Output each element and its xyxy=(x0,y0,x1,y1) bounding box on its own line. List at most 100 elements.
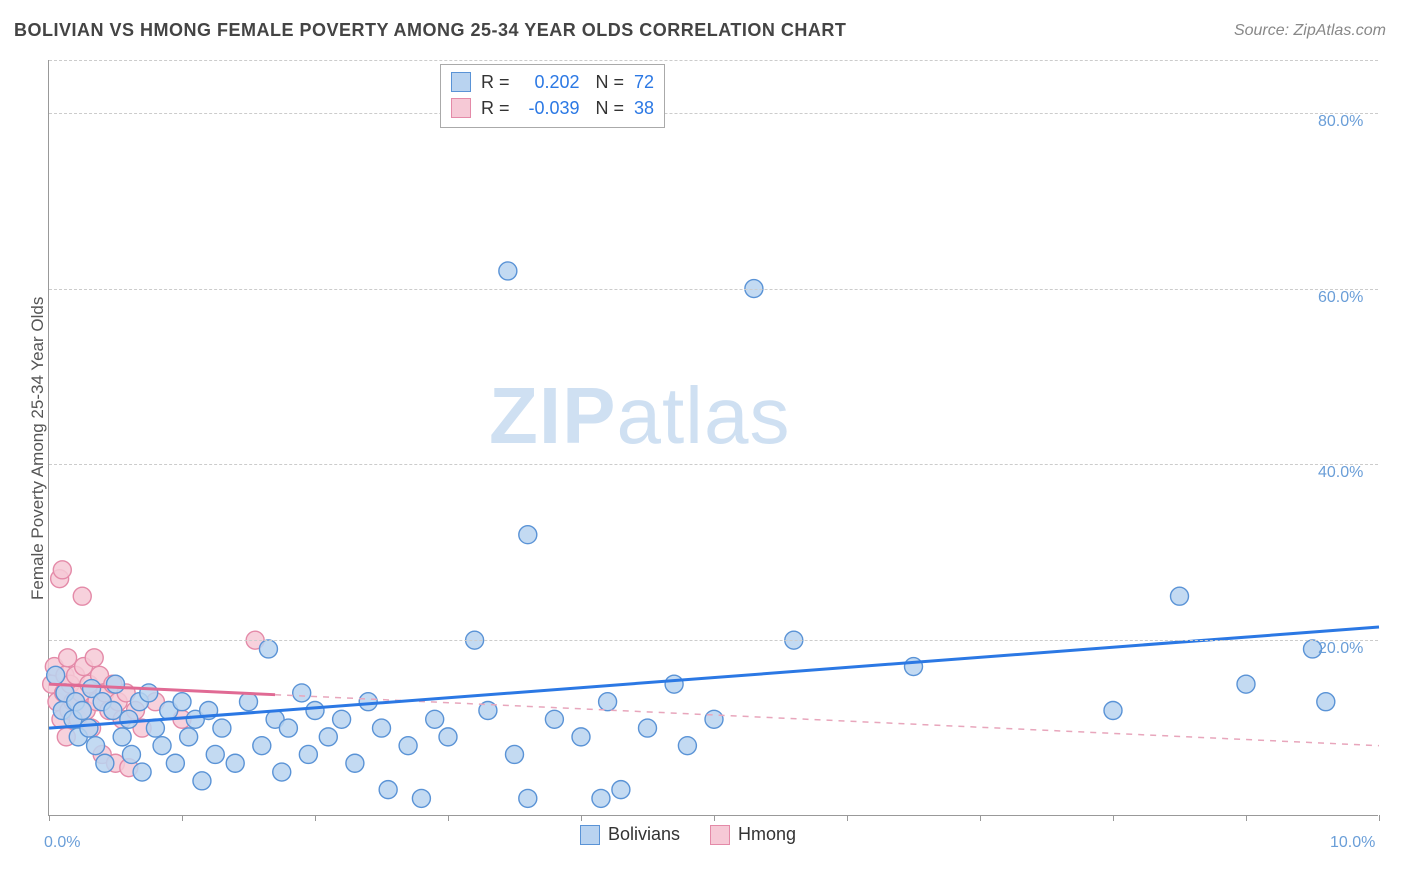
n-value-hmong: 38 xyxy=(634,95,654,121)
x-tick xyxy=(980,815,981,821)
bolivians-point xyxy=(299,745,317,763)
bolivians-point xyxy=(359,693,377,711)
bolivians-point xyxy=(519,526,537,544)
bolivians-point xyxy=(1317,693,1335,711)
y-tick-label: 20.0% xyxy=(1318,640,1363,658)
bolivians-point xyxy=(373,719,391,737)
bolivians-point xyxy=(306,702,324,720)
bolivians-point xyxy=(1171,587,1189,605)
bolivians-point xyxy=(253,737,271,755)
r-label: R = xyxy=(481,69,510,95)
gridline xyxy=(49,640,1378,641)
bolivians-point xyxy=(166,754,184,772)
hmong-point xyxy=(73,587,91,605)
legend-label-hmong: Hmong xyxy=(738,824,796,845)
bolivians-point xyxy=(47,666,65,684)
gridline xyxy=(49,60,1378,61)
bolivians-point xyxy=(153,737,171,755)
correlation-stats-box: R = 0.202 N = 72 R = -0.039 N = 38 xyxy=(440,64,665,128)
bolivians-point xyxy=(104,702,122,720)
bolivians-point xyxy=(639,719,657,737)
x-tick xyxy=(448,815,449,821)
x-tick xyxy=(1246,815,1247,821)
bolivians-point xyxy=(506,745,524,763)
bolivians-point xyxy=(333,710,351,728)
bolivians-point xyxy=(426,710,444,728)
x-tick-label: 10.0% xyxy=(1330,834,1375,852)
x-tick xyxy=(49,815,50,821)
bolivians-point xyxy=(122,745,140,763)
x-tick xyxy=(1379,815,1380,821)
legend-bottom: Bolivians Hmong xyxy=(580,824,796,845)
plot-area: ZIPatlas xyxy=(48,60,1378,816)
n-value-bolivians: 72 xyxy=(634,69,654,95)
r-value-bolivians: 0.202 xyxy=(520,69,580,95)
y-tick-label: 80.0% xyxy=(1318,113,1363,131)
n-label: N = xyxy=(596,69,625,95)
bolivians-point xyxy=(599,693,617,711)
bolivians-point xyxy=(678,737,696,755)
swatch-bolivians xyxy=(451,72,471,92)
bolivians-point xyxy=(592,789,610,807)
bolivians-point xyxy=(705,710,723,728)
bolivians-point xyxy=(87,737,105,755)
bolivians-point xyxy=(905,658,923,676)
plot-svg xyxy=(49,60,1379,816)
source-attribution: Source: ZipAtlas.com xyxy=(1234,22,1386,40)
x-tick xyxy=(1113,815,1114,821)
r-value-hmong: -0.039 xyxy=(520,95,580,121)
bolivians-point xyxy=(206,745,224,763)
bolivians-point xyxy=(279,719,297,737)
y-axis-label: Female Poverty Among 25-34 Year Olds xyxy=(28,297,48,600)
hmong-point xyxy=(53,561,71,579)
bolivians-point xyxy=(612,781,630,799)
bolivians-point xyxy=(213,719,231,737)
legend-swatch-bolivians xyxy=(580,825,600,845)
bolivians-point xyxy=(113,728,131,746)
legend-label-bolivians: Bolivians xyxy=(608,824,680,845)
bolivians-point xyxy=(107,675,125,693)
bolivians-point xyxy=(519,789,537,807)
bolivians-point xyxy=(173,693,191,711)
gridline xyxy=(49,113,1378,114)
bolivians-point xyxy=(379,781,397,799)
bolivians-point xyxy=(545,710,563,728)
bolivians-point xyxy=(193,772,211,790)
x-tick xyxy=(182,815,183,821)
bolivians-point xyxy=(499,262,517,280)
hmong-point xyxy=(85,649,103,667)
stats-row-bolivians: R = 0.202 N = 72 xyxy=(451,69,654,95)
legend-item-bolivians: Bolivians xyxy=(580,824,680,845)
bolivians-point xyxy=(665,675,683,693)
bolivians-point xyxy=(140,684,158,702)
bolivians-point xyxy=(96,754,114,772)
bolivians-point xyxy=(273,763,291,781)
r-label: R = xyxy=(481,95,510,121)
legend-item-hmong: Hmong xyxy=(710,824,796,845)
swatch-hmong xyxy=(451,98,471,118)
bolivians-point xyxy=(572,728,590,746)
x-tick xyxy=(315,815,316,821)
bolivians-point xyxy=(259,640,277,658)
bolivians-point xyxy=(399,737,417,755)
bolivians-point xyxy=(240,693,258,711)
y-tick-label: 40.0% xyxy=(1318,464,1363,482)
x-tick-label: 0.0% xyxy=(44,834,80,852)
bolivians-point xyxy=(319,728,337,746)
bolivians-point xyxy=(293,684,311,702)
bolivians-point xyxy=(226,754,244,772)
bolivians-point xyxy=(120,710,138,728)
legend-swatch-hmong xyxy=(710,825,730,845)
x-tick xyxy=(714,815,715,821)
bolivians-point xyxy=(180,728,198,746)
bolivians-point xyxy=(346,754,364,772)
x-tick xyxy=(847,815,848,821)
gridline xyxy=(49,289,1378,290)
bolivians-point xyxy=(80,719,98,737)
chart-title: BOLIVIAN VS HMONG FEMALE POVERTY AMONG 2… xyxy=(14,20,846,41)
bolivians-point xyxy=(439,728,457,746)
bolivians-point xyxy=(1104,702,1122,720)
n-label: N = xyxy=(596,95,625,121)
gridline xyxy=(49,464,1378,465)
y-tick-label: 60.0% xyxy=(1318,289,1363,307)
